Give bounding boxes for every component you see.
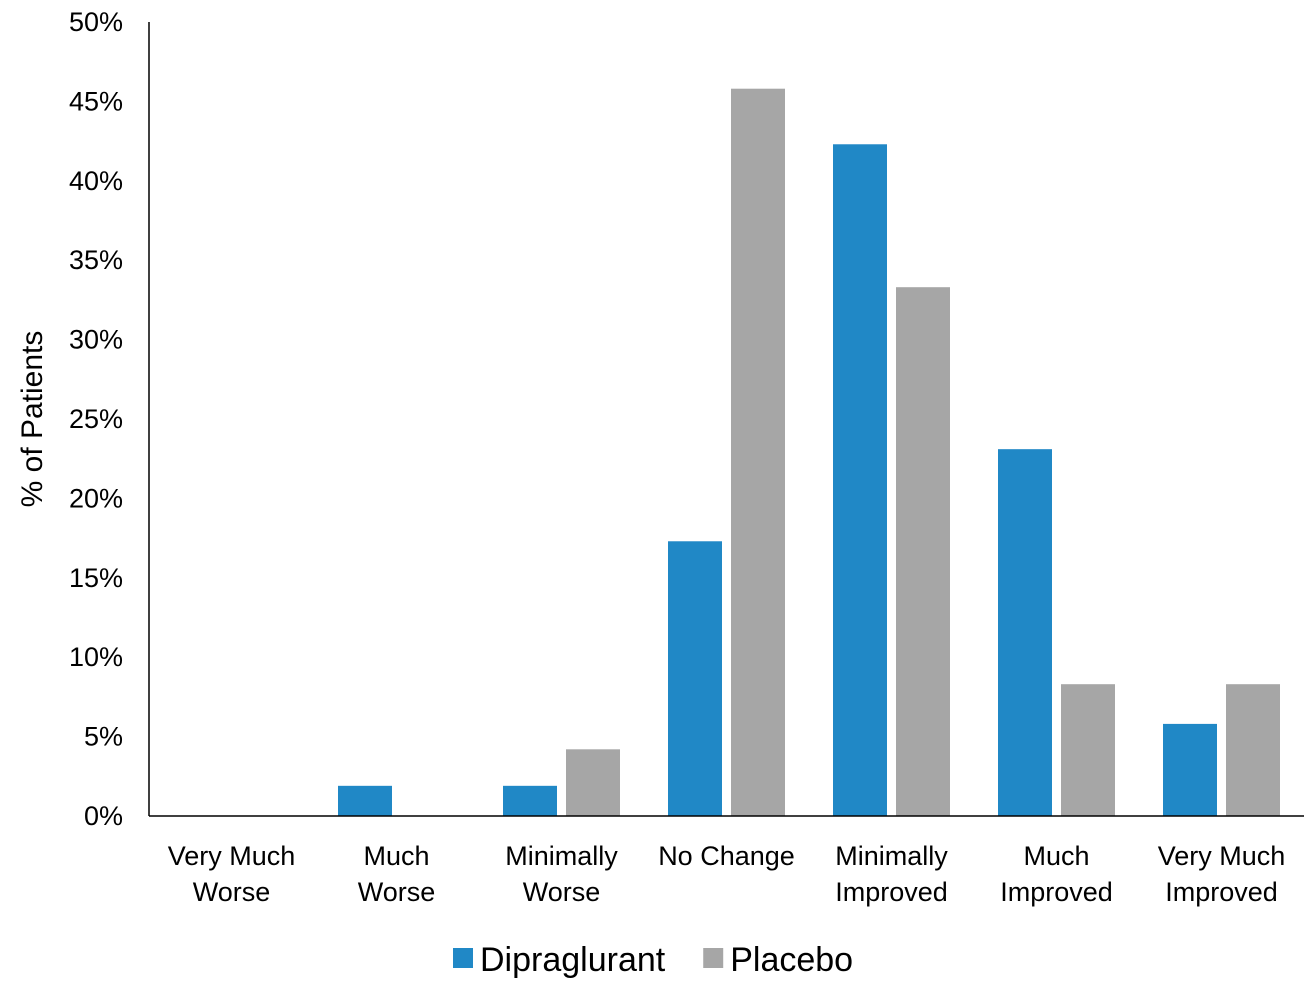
legend: Dipraglurant Placebo: [453, 941, 853, 979]
x-category-label: Much Worse: [358, 841, 436, 907]
x-axis-category-labels: Very Much Worse Much Worse Minimally Worse No …: [168, 841, 1286, 907]
bar-dipraglurant: [668, 541, 722, 816]
bar-placebo: [731, 88, 785, 817]
legend-label-placebo: Placebo: [730, 941, 853, 979]
x-category-label: Very Much Worse: [168, 841, 296, 907]
bar-placebo: [566, 749, 620, 816]
y-axis-ticks: 0% 5% 10% 15% 20% 25% 30% 35% 40% 45% 50%: [69, 7, 123, 831]
x-category-label: No Change: [658, 841, 795, 871]
y-tick-label: 50%: [69, 7, 123, 37]
x-category-label: Very Much Improved: [1158, 841, 1286, 907]
bar-dipraglurant: [833, 144, 887, 816]
y-tick-label: 30%: [69, 325, 123, 355]
y-tick-label: 5%: [84, 722, 123, 752]
y-tick-label: 10%: [69, 642, 123, 672]
y-tick-label: 20%: [69, 483, 123, 513]
y-tick-label: 0%: [84, 801, 123, 831]
legend-label-dipraglurant: Dipraglurant: [480, 941, 666, 979]
bar-placebo: [896, 287, 950, 816]
bars: [338, 88, 1280, 817]
y-tick-label: 45%: [69, 86, 123, 116]
legend-swatch-placebo: [703, 948, 724, 968]
bar-placebo: [1226, 684, 1280, 816]
y-tick-label: 40%: [69, 166, 123, 196]
y-axis-title: % of Patients: [16, 331, 49, 508]
x-category-label: Minimally Worse: [505, 841, 618, 907]
x-category-label: Much Improved: [1000, 841, 1113, 907]
y-tick-label: 15%: [69, 563, 123, 593]
legend-swatch-dipraglurant: [453, 948, 473, 968]
y-tick-label: 35%: [69, 245, 123, 275]
y-tick-label: 25%: [69, 404, 123, 434]
bar-dipraglurant: [503, 785, 557, 816]
bar-dipraglurant: [1163, 723, 1217, 816]
x-category-label: Minimally Improved: [835, 841, 948, 907]
bar-dipraglurant: [998, 449, 1052, 816]
bar-placebo: [1061, 684, 1115, 816]
bar-dipraglurant: [338, 785, 392, 816]
